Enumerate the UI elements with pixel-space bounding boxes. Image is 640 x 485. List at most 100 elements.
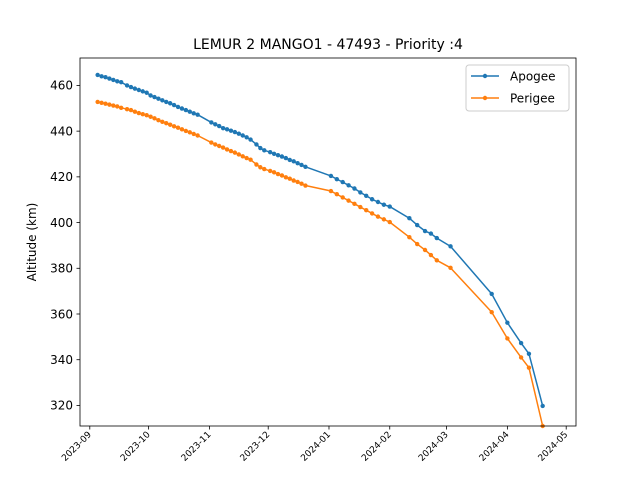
data-point-perigee [283,175,289,180]
legend-marker-perigee [482,95,488,101]
axes-frame [79,57,577,427]
data-point-perigee [224,147,230,152]
data-point-perigee [299,181,304,186]
data-point-apogee [346,183,351,188]
data-point-perigee [152,116,157,121]
data-point-apogee [375,199,381,205]
legend-label-perigee: Perigee [510,91,555,105]
data-point-apogee [254,142,259,147]
data-point-perigee [279,173,285,178]
data-point-apogee [387,204,392,209]
data-point-apogee [132,86,138,91]
y-tick-label: 420 [50,170,73,184]
data-point-perigee [220,145,226,150]
data-point-apogee [295,160,300,166]
data-point-apogee [118,80,124,85]
data-point-apogee [258,145,263,151]
data-point-perigee [144,112,149,118]
data-point-apogee [262,148,267,153]
data-point-apogee [334,176,340,182]
data-point-perigee [428,252,434,258]
data-point-apogee [216,123,222,129]
data-point-perigee [195,133,200,138]
data-point-apogee [407,216,412,221]
data-point-apogee [144,90,149,95]
data-point-apogee [415,222,420,228]
data-point-perigee [167,122,173,127]
data-point-perigee [160,119,165,124]
data-point-perigee [328,188,334,194]
data-point-perigee [526,365,532,370]
data-point-perigee [254,162,259,167]
data-point-apogee [220,125,226,131]
data-point-perigee [364,208,369,213]
data-point-perigee [179,127,185,132]
data-point-apogee [136,87,142,93]
legend: Apogee Perigee [465,64,570,112]
data-point-apogee [191,111,196,116]
data-point-perigee [415,241,420,247]
data-point-perigee [262,166,267,172]
data-point-perigee [118,105,124,111]
data-point-perigee [148,114,153,119]
data-point-apogee [124,83,130,88]
data-point-perigee [505,336,510,341]
data-point-apogee [179,106,185,111]
data-point-apogee [213,122,218,127]
data-point-perigee [352,201,357,207]
data-point-apogee [187,109,192,114]
data-point-perigee [183,128,189,134]
data-point-apogee [195,112,200,117]
data-point-apogee [434,235,440,241]
data-point-perigee [128,107,134,113]
data-point-apogee [107,76,112,81]
data-point-apogee [364,193,369,199]
data-point-apogee [279,154,285,159]
data-point-perigee [287,176,292,181]
data-point-apogee [103,75,108,80]
data-point-perigee [175,125,181,130]
y-tick-label: 340 [50,353,73,367]
data-point-perigee [95,99,100,105]
data-point-apogee [287,157,292,163]
data-point-perigee [518,355,524,360]
y-tick-label: 360 [50,307,73,321]
data-point-apogee [381,202,387,207]
data-point-perigee [187,130,192,135]
data-point-apogee [283,155,289,161]
data-point-perigee [271,170,277,175]
data-point-apogee [171,102,177,108]
data-point-apogee [240,133,245,138]
data-point-apogee [291,159,296,164]
data-point-perigee [132,109,138,114]
data-point-apogee [328,173,334,179]
data-point-perigee [240,154,245,159]
data-point-apogee [95,72,100,78]
data-point-apogee [275,152,281,158]
data-point-apogee [232,129,238,135]
chart-title: LEMUR 2 MANGO1 - 47493 - Priority :4 [193,37,463,53]
data-point-perigee [140,112,145,117]
y-tick-label: 320 [50,399,73,413]
data-point-perigee [248,157,253,162]
data-point-perigee [275,171,281,177]
data-point-perigee [258,165,263,170]
data-point-apogee [248,137,253,142]
data-point-apogee [99,74,104,79]
data-point-apogee [267,149,273,155]
data-point-apogee [352,186,357,191]
data-point-apogee [358,190,363,195]
data-point-perigee [489,309,494,315]
data-point-apogee [156,96,161,101]
y-tick-label: 460 [50,79,73,93]
data-point-perigee [99,100,104,106]
data-point-apogee [244,135,249,140]
data-point-perigee [124,107,130,112]
data-point-perigee [267,168,273,174]
data-point-perigee [340,195,345,200]
data-point-perigee [216,143,222,149]
data-point-perigee [164,120,169,126]
data-point-apogee [224,127,230,132]
data-point-perigee [407,235,412,240]
